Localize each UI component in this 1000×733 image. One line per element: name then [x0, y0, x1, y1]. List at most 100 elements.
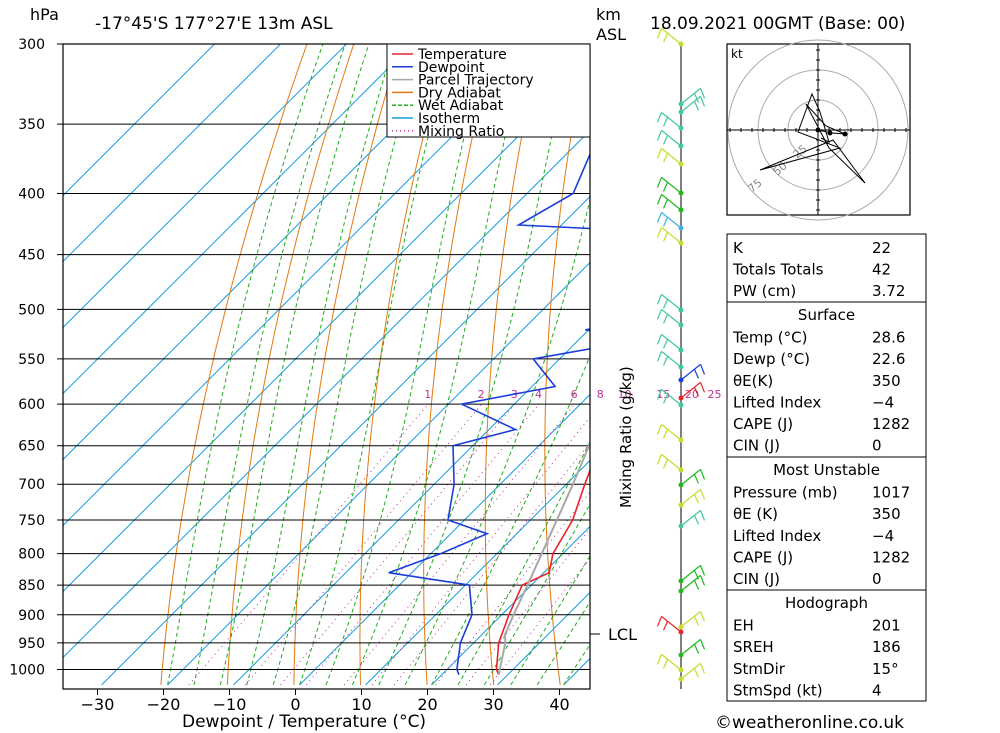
wind-barb-flag: [664, 299, 668, 308]
wind-barb-flag: [701, 611, 705, 621]
pressure-tick-label: 800: [18, 547, 45, 563]
wind-barb-flag: [701, 639, 705, 649]
temperature-tick-label: −20: [147, 695, 181, 714]
wind-barb-flag: [658, 454, 662, 464]
wind-barb-flag: [664, 659, 668, 668]
wet-adiabat-line: [247, 44, 394, 685]
index-label: Totals Totals: [732, 261, 824, 279]
wind-barb-flag: [658, 212, 662, 222]
wind-barb-flag: [695, 616, 699, 625]
index-value: 22.6: [872, 350, 905, 368]
wind-barb-flag: [658, 294, 662, 304]
wind-barb-flag: [701, 382, 705, 392]
wind-barb-flag: [658, 130, 662, 140]
index-label: Pressure (mb): [733, 484, 838, 502]
index-value: 0: [872, 570, 882, 588]
x-axis-label: Dewpoint / Temperature (°C): [182, 712, 426, 732]
wind-barb-flag: [658, 148, 662, 158]
wind-barb-flag: [701, 565, 705, 575]
skewt-figure: hPa -17°45'S 177°27'E 13m ASL km ASL 18.…: [0, 0, 1000, 733]
index-label: Temp (°C): [732, 329, 807, 347]
wind-barb-flag: [658, 424, 662, 434]
pressure-tick-label: 500: [18, 302, 45, 318]
indices-section-title: Most Unstable: [773, 461, 880, 479]
wind-barb-flag: [664, 182, 668, 191]
wind-barb-flag: [695, 644, 699, 653]
lcl-label: LCL: [608, 625, 637, 644]
temperature-tick-label: 30: [483, 695, 503, 714]
index-value: −4: [872, 527, 894, 545]
mixing-ratio-axis-label: Mixing Ratio (g/kg): [617, 366, 635, 508]
index-value: 3.72: [872, 282, 905, 300]
index-value: 1282: [872, 415, 910, 433]
wind-barb-flag: [658, 334, 662, 344]
index-value: 350: [872, 505, 901, 523]
pressure-tick-label: 400: [18, 186, 45, 202]
mixing-ratio-label: 20: [685, 388, 699, 401]
wind-barb-flag: [658, 112, 662, 122]
wind-barb-flag: [658, 194, 662, 204]
index-label: θE(K): [733, 372, 773, 390]
pressure-axis: 3003504004505005506006507007508008509009…: [9, 37, 45, 679]
dry-adiabat-line: [603, 26, 638, 685]
index-value: 4: [872, 681, 882, 699]
wind-barb-flag: [664, 356, 668, 365]
index-value: 1017: [872, 484, 910, 502]
wind-barb-flag: [701, 510, 705, 520]
index-label: SREH: [733, 638, 774, 656]
wind-barb-flag: [664, 217, 668, 226]
wind-barb-flag: [664, 314, 668, 323]
index-label: Dewp (°C): [733, 350, 810, 368]
wind-barb-flag: [664, 153, 668, 162]
mixing-ratio-label: 1: [424, 388, 431, 401]
mixing-ratio-label: 25: [708, 388, 722, 401]
indices-section-title: Surface: [798, 306, 855, 324]
wind-barb-flag: [695, 101, 699, 110]
index-value: 0: [872, 437, 882, 455]
km-label: km: [596, 5, 621, 24]
wet-adiabat-line: [273, 44, 422, 685]
index-value: 350: [872, 372, 901, 390]
temperature-tick-label: 40: [549, 695, 569, 714]
index-label: Lifted Index: [733, 527, 821, 545]
mixing-ratio-labels: 1 2 3 4 6 8 10 15 20 25: [424, 388, 721, 401]
dry-adiabat-line: [227, 26, 359, 685]
index-label: PW (cm): [733, 282, 796, 300]
indices-section-title: Hodograph: [785, 594, 868, 612]
dry-adiabat-line: [161, 26, 314, 685]
index-label: CIN (J): [733, 437, 780, 455]
wet-adiabat-line: [379, 44, 572, 685]
mixing-ratio-label: 8: [597, 388, 604, 401]
dry-adiabat-line: [915, 26, 1000, 685]
index-value: 186: [872, 638, 901, 656]
hodograph-point: [828, 131, 833, 136]
index-value: 1282: [872, 548, 910, 566]
wind-barb-flag: [664, 429, 668, 438]
temperature-tick-label: −30: [81, 695, 115, 714]
wind-barb-flag: [658, 351, 662, 361]
pressure-tick-label: 600: [18, 397, 45, 413]
hodograph-point: [816, 128, 821, 133]
wet-adiabat-line: [458, 44, 752, 685]
wind-barb-flag: [664, 33, 668, 42]
wind-barb-flag: [664, 459, 668, 468]
pressure-tick-label: 650: [18, 439, 45, 455]
wind-barb-flag: [658, 616, 662, 626]
isotherm-line: [0, 26, 364, 684]
pressure-tick-label: 700: [18, 477, 45, 493]
temperature-axis: −30 −20 −10 0 10 20 30 40: [81, 689, 570, 714]
wind-barb-flag: [695, 474, 699, 483]
index-value: 15°: [872, 660, 899, 678]
pressure-tick-label: 1000: [9, 663, 45, 679]
pressure-tick-label: 450: [18, 248, 45, 264]
index-value: 22: [872, 239, 891, 257]
pressure-tick-label: 950: [18, 636, 45, 652]
wind-barb-flag: [695, 494, 699, 503]
hodograph: 255075 kt: [727, 40, 910, 220]
wind-barb-flag: [664, 117, 668, 126]
wind-barb-flag: [664, 339, 668, 348]
wind-barb-flag: [664, 135, 668, 144]
index-label: θE (K): [733, 505, 778, 523]
location-title: -17°45'S 177°27'E 13m ASL: [95, 14, 333, 34]
asl-label: ASL: [596, 25, 626, 44]
